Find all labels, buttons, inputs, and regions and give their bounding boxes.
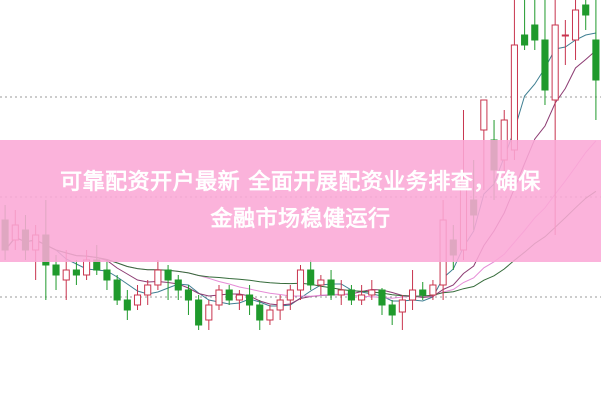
candle-up xyxy=(205,304,213,321)
candle-up xyxy=(62,269,70,281)
headline-line-2: 金融市场稳健运行 xyxy=(210,207,391,232)
candle-down xyxy=(531,24,539,41)
candle-up xyxy=(133,294,142,306)
candle-up xyxy=(480,99,488,131)
candle-up xyxy=(317,279,325,286)
candle-down xyxy=(307,269,315,286)
candle-down xyxy=(582,4,590,16)
candle-up xyxy=(235,294,243,301)
candle-down xyxy=(327,279,335,296)
candle-up xyxy=(408,289,417,301)
candle-down xyxy=(72,269,80,276)
candle-up xyxy=(266,309,274,321)
candle-down xyxy=(225,289,233,301)
candle-up xyxy=(296,269,305,291)
candle-down xyxy=(52,264,60,276)
candle-up xyxy=(83,259,91,276)
candle-up xyxy=(358,294,366,301)
candle-up xyxy=(286,289,294,301)
headline-banner: 可靠配资开户最新 全面开展配资业务排查，确保 金融市场稳健运行 xyxy=(0,140,601,262)
candle-up xyxy=(368,289,376,296)
candle-down xyxy=(174,279,182,291)
candle-down xyxy=(103,269,111,281)
headline-line-1: 可靠配资开户最新 全面开展配资业务排查，确保 xyxy=(60,170,541,195)
candle-up xyxy=(561,34,569,37)
candle-up xyxy=(571,9,580,41)
candle-up xyxy=(276,299,284,311)
candle-down xyxy=(592,39,600,81)
candle-up xyxy=(337,289,345,296)
candle-down xyxy=(388,304,396,316)
candle-down xyxy=(541,39,549,91)
candle-down xyxy=(521,34,529,46)
candle-down xyxy=(113,279,121,301)
candle-down xyxy=(419,289,427,296)
candle-up xyxy=(510,44,518,151)
candle-up xyxy=(398,299,406,313)
candle-up xyxy=(144,284,152,296)
candle-down xyxy=(184,289,193,301)
candle-down xyxy=(256,304,264,321)
candle-down xyxy=(347,289,355,301)
candle-down xyxy=(246,294,254,306)
candle-up xyxy=(551,24,559,101)
candle-down xyxy=(378,289,386,306)
candle-down xyxy=(123,299,131,311)
candle-down xyxy=(164,269,172,281)
candle-up xyxy=(215,289,223,306)
candle-up xyxy=(154,269,162,286)
candle-down xyxy=(195,299,203,326)
candle-up xyxy=(429,284,437,296)
